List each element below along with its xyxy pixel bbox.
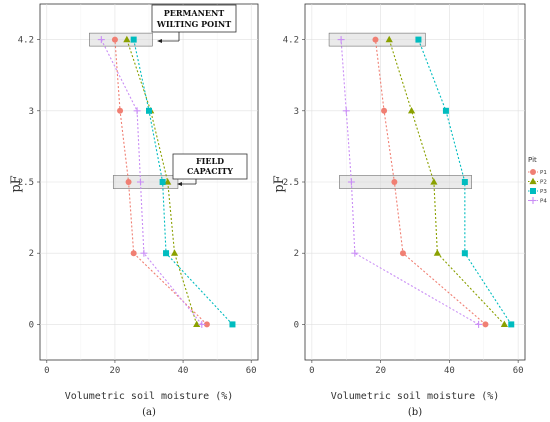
data-point-p4 <box>337 36 345 44</box>
series-line-p4 <box>340 39 479 325</box>
panel-b-y-ticks: 0 2 2.5 3 4.2 <box>283 36 305 330</box>
data-point-p1 <box>117 107 124 114</box>
panel-a-x-axis-title: Volumetric soil moisture (%) <box>65 391 234 402</box>
panel-b-bands <box>328 32 472 189</box>
data-point-p3 <box>130 36 137 43</box>
x-tick-label: 60 <box>246 366 257 376</box>
x-tick-label: 0 <box>309 366 314 376</box>
legend-label-p4: P4 <box>540 199 547 205</box>
annotation-field-capacity: FIELD CAPACITY <box>172 153 248 186</box>
annotation-permanent-wilting-point: PERMANENT WILTING POINT <box>151 4 237 43</box>
data-point-p4 <box>133 107 141 115</box>
data-point-p4 <box>136 178 144 186</box>
data-point-p3 <box>508 321 515 328</box>
y-tick-label: 4.2 <box>18 36 34 46</box>
legend-marker-p1 <box>530 169 536 175</box>
x-tick-label: 20 <box>375 366 386 376</box>
annotation-fc-line1: FIELD <box>196 156 224 166</box>
panel-b-x-ticks: 0 20 40 60 <box>309 360 524 376</box>
y-tick-label: 2 <box>294 249 299 259</box>
legend-marker-p2 <box>529 177 537 185</box>
data-point-p4 <box>351 249 359 257</box>
series-line-p2 <box>126 39 198 325</box>
data-point-p1 <box>125 179 132 185</box>
annotation-pwp-line2: WILTING POINT <box>156 19 231 29</box>
data-point-p4 <box>475 320 483 328</box>
panel-a-label: (a) <box>142 407 156 418</box>
data-point-p3 <box>163 250 170 257</box>
data-point-p3 <box>415 36 422 43</box>
x-tick-label: 60 <box>513 366 524 376</box>
y-tick-label: 3 <box>294 107 299 117</box>
legend-marker-p3 <box>530 188 536 194</box>
data-point-p2 <box>500 320 508 327</box>
data-point-p4 <box>347 178 355 186</box>
x-tick-label: 20 <box>110 366 121 376</box>
data-point-p2 <box>430 178 438 185</box>
legend-label-p2: P2 <box>540 180 547 186</box>
legend-label-p3: P3 <box>540 189 547 195</box>
annotation-box-pwp <box>151 4 237 33</box>
panel-a-y-ticks: 0 2 2.5 3 4.2 <box>18 36 40 330</box>
annotation-box-fc <box>172 153 248 180</box>
panel-b-series <box>337 35 515 328</box>
data-point-p3 <box>442 107 449 114</box>
series-line-p4 <box>100 39 203 325</box>
panel-b-label: (b) <box>408 407 422 418</box>
data-point-p2 <box>123 35 131 43</box>
x-tick-label: 40 <box>444 366 455 376</box>
panel-a-x-ticks: 0 20 40 60 <box>44 360 257 376</box>
data-point-p4 <box>342 107 350 115</box>
data-point-p1 <box>399 250 406 257</box>
panel-a-series <box>97 35 236 328</box>
annotation-fc-line2: CAPACITY <box>187 166 233 176</box>
annotation-pwp-arrowhead <box>157 39 162 43</box>
data-point-p2 <box>433 249 441 256</box>
data-point-p2 <box>193 320 201 327</box>
y-tick-label: 4.2 <box>283 36 299 46</box>
y-tick-label: 0 <box>294 320 299 330</box>
data-point-p3 <box>146 107 152 114</box>
data-point-p2 <box>170 249 179 256</box>
data-point-p3 <box>461 250 468 257</box>
y-tick-label: 2.5 <box>283 178 299 188</box>
threshold-band <box>89 32 153 47</box>
y-tick-label: 2.5 <box>18 178 34 188</box>
data-point-p2 <box>385 35 393 43</box>
threshold-band <box>339 175 472 189</box>
data-point-p1 <box>381 107 388 114</box>
data-point-p1 <box>203 321 210 328</box>
y-tick-label: 0 <box>29 320 34 330</box>
panel-b-y-axis-title: pF <box>272 175 287 192</box>
data-point-p2 <box>407 107 416 114</box>
legend: Pit P1 P2 P3 P4 <box>528 156 547 205</box>
data-point-p1 <box>391 179 398 185</box>
x-tick-label: 40 <box>178 366 189 376</box>
annotation-pwp-line1: PERMANENT <box>164 8 225 18</box>
y-tick-label: 3 <box>29 107 34 117</box>
data-point-p1 <box>111 36 118 43</box>
legend-marker-p4 <box>529 197 537 204</box>
panel-a-y-axis-title: pF <box>9 175 24 192</box>
legend-label-p1: P1 <box>540 170 547 176</box>
y-tick-label: 2 <box>29 249 34 259</box>
panel-a: 0 20 40 60 0 2 2.5 3 4.2 PERMANENT WILTING POIN… <box>9 3 259 418</box>
data-point-p3 <box>159 179 166 185</box>
data-point-p1 <box>130 250 137 257</box>
legend-items: P1 P2 P3 P4 <box>528 169 547 205</box>
panel-b-x-axis-title: Volumetric soil moisture (%) <box>331 391 500 402</box>
legend-title: Pit <box>528 156 537 164</box>
data-point-p3 <box>229 321 236 328</box>
data-point-p4 <box>198 320 206 328</box>
panel-b: 0 20 40 60 0 2 2.5 3 4.2 pF Volumetric soil moi… <box>272 3 526 418</box>
data-point-p2 <box>164 178 172 185</box>
data-point-p4 <box>140 249 148 257</box>
data-point-p4 <box>97 36 105 44</box>
data-point-p3 <box>461 179 468 185</box>
data-point-p1 <box>482 321 489 328</box>
x-tick-label: 0 <box>44 366 49 376</box>
data-point-p1 <box>372 36 379 43</box>
annotation-fc-arrowhead <box>177 182 182 186</box>
